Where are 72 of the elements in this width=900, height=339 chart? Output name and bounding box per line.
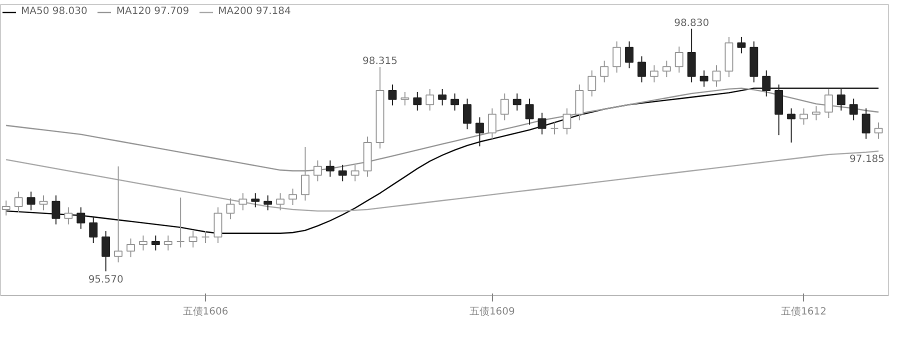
candlestick [264,194,272,211]
candlestick [238,192,248,211]
annotation: 98.315 [362,56,398,68]
candlestick [687,28,696,83]
candlestick [39,194,48,211]
legend-label: MA50 98.030 [21,6,88,17]
candlestick [500,92,509,121]
candlestick [89,216,98,244]
candlestick [138,235,148,251]
candlestick [338,164,347,182]
candlestick [251,192,260,208]
x-tick-label: 五债1609 [469,306,515,318]
candlestick [488,108,496,140]
candlestick [52,194,60,225]
legend-label: MA120 97.709 [116,6,190,17]
candlestick [787,108,796,144]
annotation: 95.570 [88,274,124,286]
candlestick [64,206,73,225]
candlestick [164,235,172,251]
candlestick [538,112,546,135]
candlestick [849,98,858,121]
candlestick [14,191,23,213]
candlestick [637,56,646,83]
candlestick [126,238,135,258]
candlestick [450,92,460,112]
candlestick [612,40,622,74]
candlestick [188,230,198,248]
candlestick [836,88,846,112]
candlestick [151,235,160,251]
candlestick [326,160,334,178]
candlestick [426,88,434,112]
candlestick [712,64,721,88]
candlestick [26,191,36,211]
candlestick [2,200,10,216]
candlestick [525,98,534,126]
candlestick [662,60,671,78]
x-tick-label: 五债1612 [781,306,826,318]
candlestick [800,108,808,126]
annotation: 97.185 [850,154,885,166]
candlestick [762,70,771,97]
candlestick [226,198,235,220]
candlestick [812,106,820,121]
candlestick [550,122,559,135]
candlestick [700,70,708,88]
candlestick [625,40,634,69]
candlestick [114,166,123,263]
candlestick [562,108,572,135]
candlestick [512,92,522,112]
candlestick [600,60,609,83]
candlestick [288,188,297,206]
candlestick [463,98,472,130]
annotation: 98.830 [674,18,710,29]
candlestick [650,64,658,83]
candlestick [214,206,222,244]
candlestick [862,108,870,140]
legend-label: MA200 97.184 [218,6,291,17]
candlestick [674,46,684,74]
candlestick [588,70,596,97]
candlestick [400,91,410,106]
candlestick [438,88,447,106]
candlestick [276,192,285,211]
candlestick [413,91,422,112]
candlestick [774,84,784,136]
candlestick [176,197,185,248]
candlestick [102,230,110,272]
candlestick [388,84,397,106]
candlestick [475,116,484,147]
candlestick [201,230,210,244]
candlestick [737,36,746,54]
candlestick [874,122,883,140]
candlestick [76,206,86,230]
x-tick-label: 五债1606 [182,306,228,318]
